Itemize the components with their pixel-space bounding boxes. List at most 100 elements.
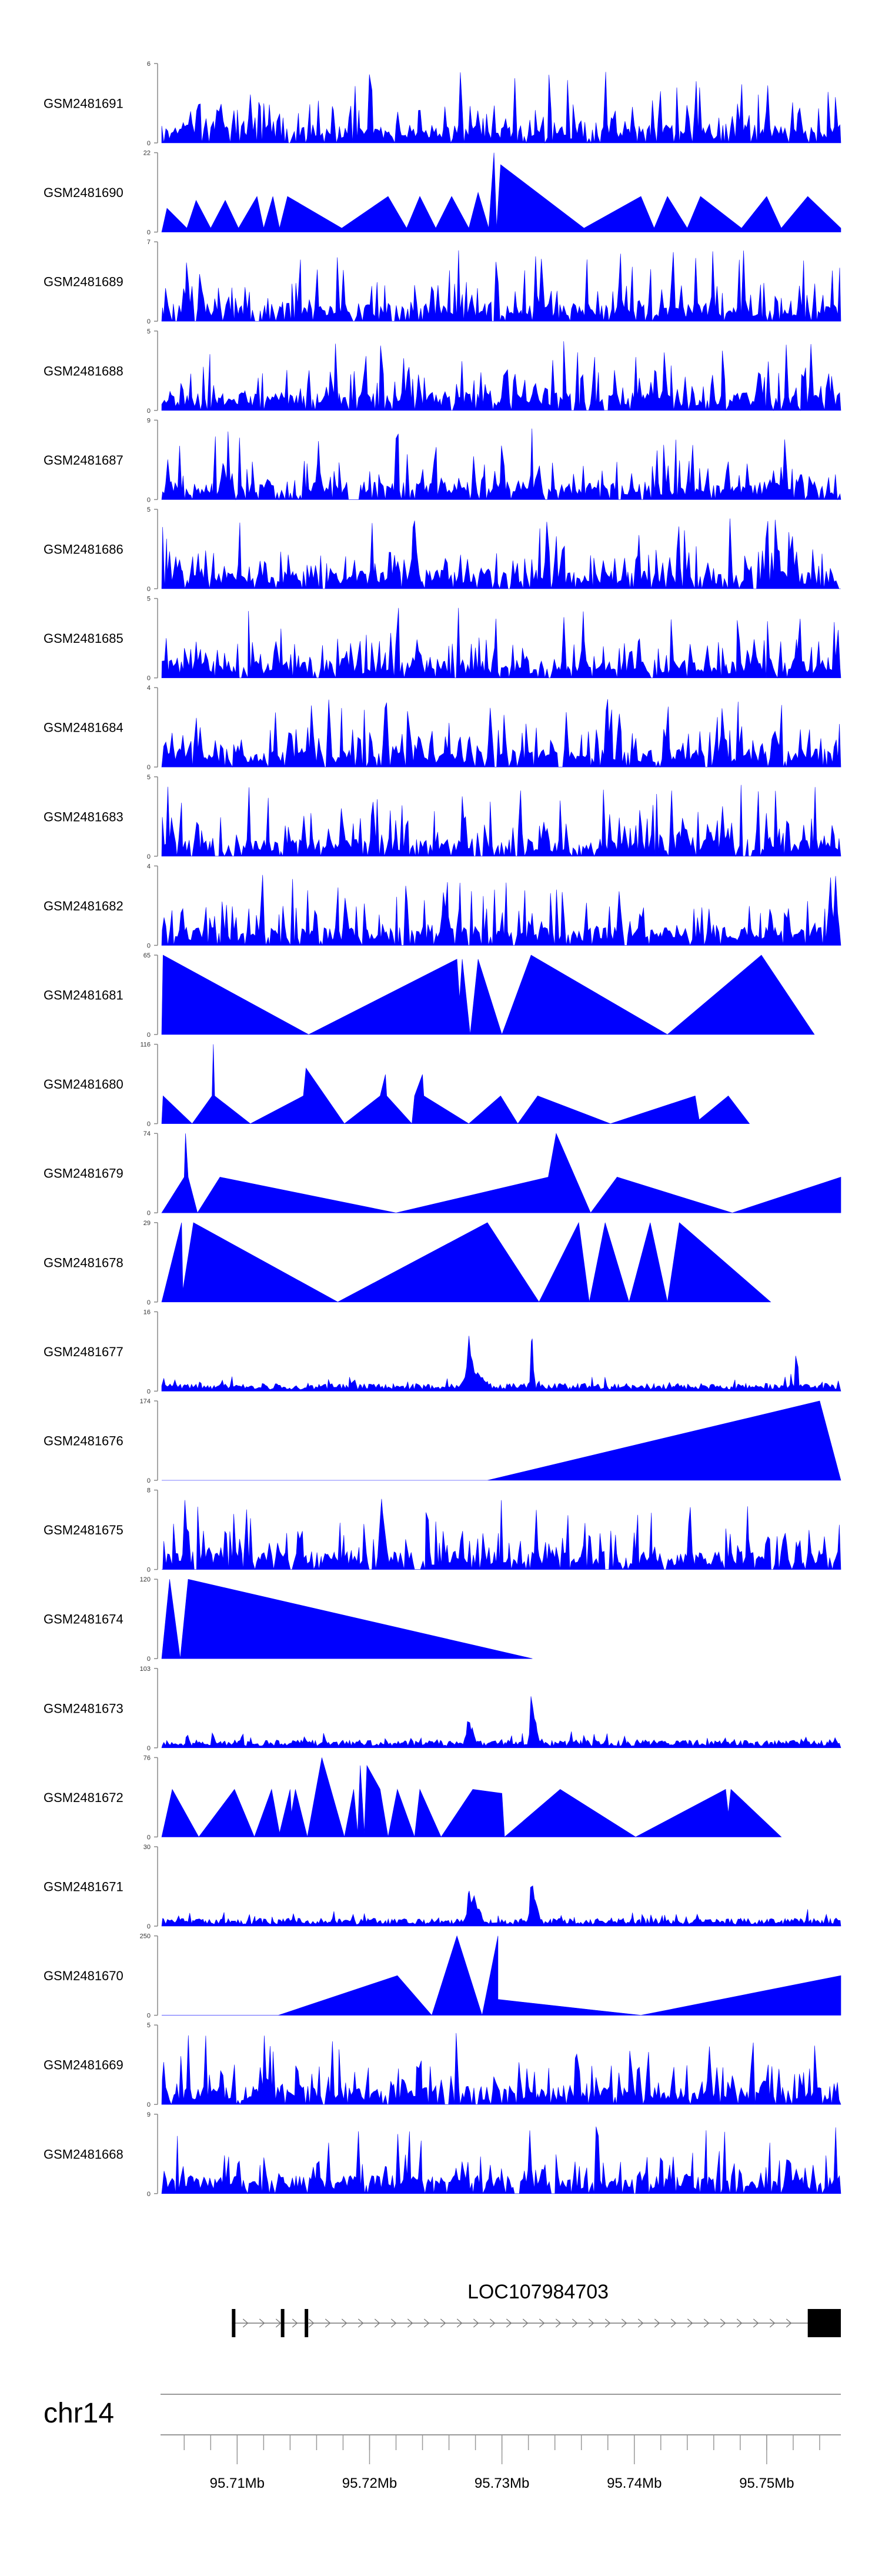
coverage-area bbox=[162, 1935, 841, 2016]
track-label: GSM2481690 bbox=[44, 185, 123, 200]
track-GSM2481684: GSM2481684 4 0 bbox=[44, 685, 841, 771]
strand-arrow bbox=[736, 2318, 743, 2328]
coverage-area bbox=[161, 1222, 771, 1303]
y-axis-zero-label: 0 bbox=[147, 496, 151, 503]
coverage-tracks: GSM248169160GSM2481690220GSM248168970GSM… bbox=[44, 61, 841, 2198]
strand-arrow bbox=[374, 2318, 380, 2328]
coverage-area bbox=[161, 1336, 841, 1392]
track-label: GSM2481674 bbox=[44, 1612, 123, 1627]
coverage-area bbox=[161, 428, 841, 500]
track-label: GSM2481679 bbox=[44, 1166, 123, 1181]
y-axis-zero-label: 0 bbox=[147, 1567, 151, 1574]
coverage-area bbox=[161, 1044, 750, 1125]
coverage-area bbox=[162, 1400, 841, 1481]
strand-arrow bbox=[654, 2318, 660, 2328]
y-axis-zero-label: 0 bbox=[147, 1745, 151, 1752]
y-axis-max-label: 16 bbox=[143, 1309, 151, 1316]
strand-arrow bbox=[703, 2318, 710, 2328]
track-GSM2481678: GSM2481678 29 0 bbox=[44, 1220, 771, 1306]
strand-arrow bbox=[522, 2318, 529, 2328]
coverage-area bbox=[161, 699, 841, 768]
y-axis-zero-label: 0 bbox=[147, 2013, 151, 2020]
y-axis-max-label: 116 bbox=[140, 1042, 151, 1049]
strand-arrow bbox=[489, 2318, 496, 2328]
strand-arrow bbox=[473, 2318, 479, 2328]
y-axis-max-label: 29 bbox=[143, 1220, 151, 1227]
track-GSM2481677: GSM2481677 16 0 bbox=[44, 1309, 841, 1395]
y-axis-zero-label: 0 bbox=[147, 1032, 151, 1039]
gene-name: LOC107984703 bbox=[467, 2281, 609, 2303]
y-axis-max-label: 4 bbox=[147, 685, 151, 692]
y-axis-max-label: 174 bbox=[140, 1398, 151, 1405]
y-axis-zero-label: 0 bbox=[147, 229, 151, 236]
track-label: GSM2481691 bbox=[44, 96, 123, 111]
y-axis-max-label: 76 bbox=[143, 1754, 151, 1761]
strand-arrow bbox=[687, 2318, 693, 2328]
strand-arrow bbox=[407, 2318, 413, 2328]
track-label: GSM2481685 bbox=[44, 631, 123, 646]
strand-arrow bbox=[539, 2318, 545, 2328]
track-label: GSM2481683 bbox=[44, 809, 123, 824]
track-label: GSM2481681 bbox=[44, 988, 123, 1003]
y-axis-zero-label: 0 bbox=[147, 586, 151, 593]
genome-axis: 95.71Mb 95.72Mb 95.73Mb 95.74Mb 95.75Mb bbox=[161, 2434, 841, 2491]
y-axis-zero-label: 0 bbox=[147, 764, 151, 771]
track-label: GSM2481673 bbox=[44, 1701, 123, 1716]
y-axis-max-label: 103 bbox=[140, 1666, 151, 1673]
strand-arrow bbox=[786, 2318, 792, 2328]
coverage-area bbox=[161, 518, 841, 590]
strand-arrow bbox=[588, 2318, 594, 2328]
track-GSM2481685: GSM2481685 5 0 bbox=[44, 596, 841, 682]
y-axis-max-label: 5 bbox=[147, 2022, 151, 2029]
y-axis-max-label: 65 bbox=[143, 952, 151, 959]
y-axis-zero-label: 0 bbox=[147, 318, 151, 325]
strand-arrow bbox=[753, 2318, 759, 2328]
track-label: GSM2481688 bbox=[44, 363, 123, 378]
track-label: GSM2481680 bbox=[44, 1077, 123, 1092]
strand-arrow bbox=[341, 2318, 348, 2328]
y-axis-max-label: 7 bbox=[147, 239, 151, 246]
y-axis-zero-label: 0 bbox=[147, 140, 151, 147]
y-axis-max-label: 120 bbox=[140, 1576, 151, 1583]
y-axis-max-label: 9 bbox=[147, 417, 151, 424]
track-label: GSM2481686 bbox=[44, 542, 123, 557]
strand-arrow bbox=[423, 2318, 430, 2328]
strand-arrow bbox=[440, 2318, 446, 2328]
gene-exon bbox=[305, 2309, 309, 2337]
coverage-area bbox=[161, 875, 841, 946]
coverage-area bbox=[161, 152, 841, 232]
track-GSM2481688: GSM2481688 5 0 bbox=[44, 328, 841, 415]
y-axis-max-label: 250 bbox=[140, 1933, 151, 1940]
strand-arrow bbox=[358, 2318, 364, 2328]
strand-arrow bbox=[308, 2318, 315, 2328]
track-GSM2481670: GSM2481670 250 0 bbox=[44, 1933, 841, 2020]
axis-tick-label: 95.75Mb bbox=[739, 2475, 794, 2491]
coverage-area bbox=[161, 1579, 533, 1659]
gene-exon bbox=[232, 2309, 236, 2337]
strand-arrow bbox=[390, 2318, 397, 2328]
coverage-area bbox=[161, 72, 841, 144]
y-axis-zero-label: 0 bbox=[147, 1299, 151, 1306]
y-axis-max-label: 4 bbox=[147, 863, 151, 870]
strand-arrow bbox=[325, 2318, 331, 2328]
track-label: GSM2481689 bbox=[44, 275, 123, 289]
track-label: GSM2481671 bbox=[44, 1880, 123, 1894]
y-axis-max-label: 5 bbox=[147, 328, 151, 335]
y-axis-max-label: 74 bbox=[143, 1130, 151, 1137]
y-axis-max-label: 30 bbox=[143, 1844, 151, 1851]
track-GSM2481669: GSM2481669 5 0 bbox=[44, 2022, 841, 2108]
coverage-area bbox=[161, 1885, 841, 1927]
y-axis-max-label: 9 bbox=[147, 2111, 151, 2118]
track-label: GSM2481684 bbox=[44, 720, 123, 735]
strand-arrow bbox=[259, 2318, 265, 2328]
coverage-area bbox=[161, 2033, 841, 2105]
track-GSM2481690: GSM2481690 22 0 bbox=[44, 150, 841, 236]
track-GSM2481686: GSM2481686 5 0 bbox=[44, 506, 841, 593]
gene-annotation: LOC107984703 bbox=[232, 2281, 841, 2337]
coverage-area bbox=[161, 1133, 841, 1213]
coverage-area bbox=[161, 1696, 841, 1749]
strand-arrow bbox=[506, 2318, 512, 2328]
strand-arrow bbox=[769, 2318, 776, 2328]
gene-exon bbox=[280, 2309, 285, 2337]
